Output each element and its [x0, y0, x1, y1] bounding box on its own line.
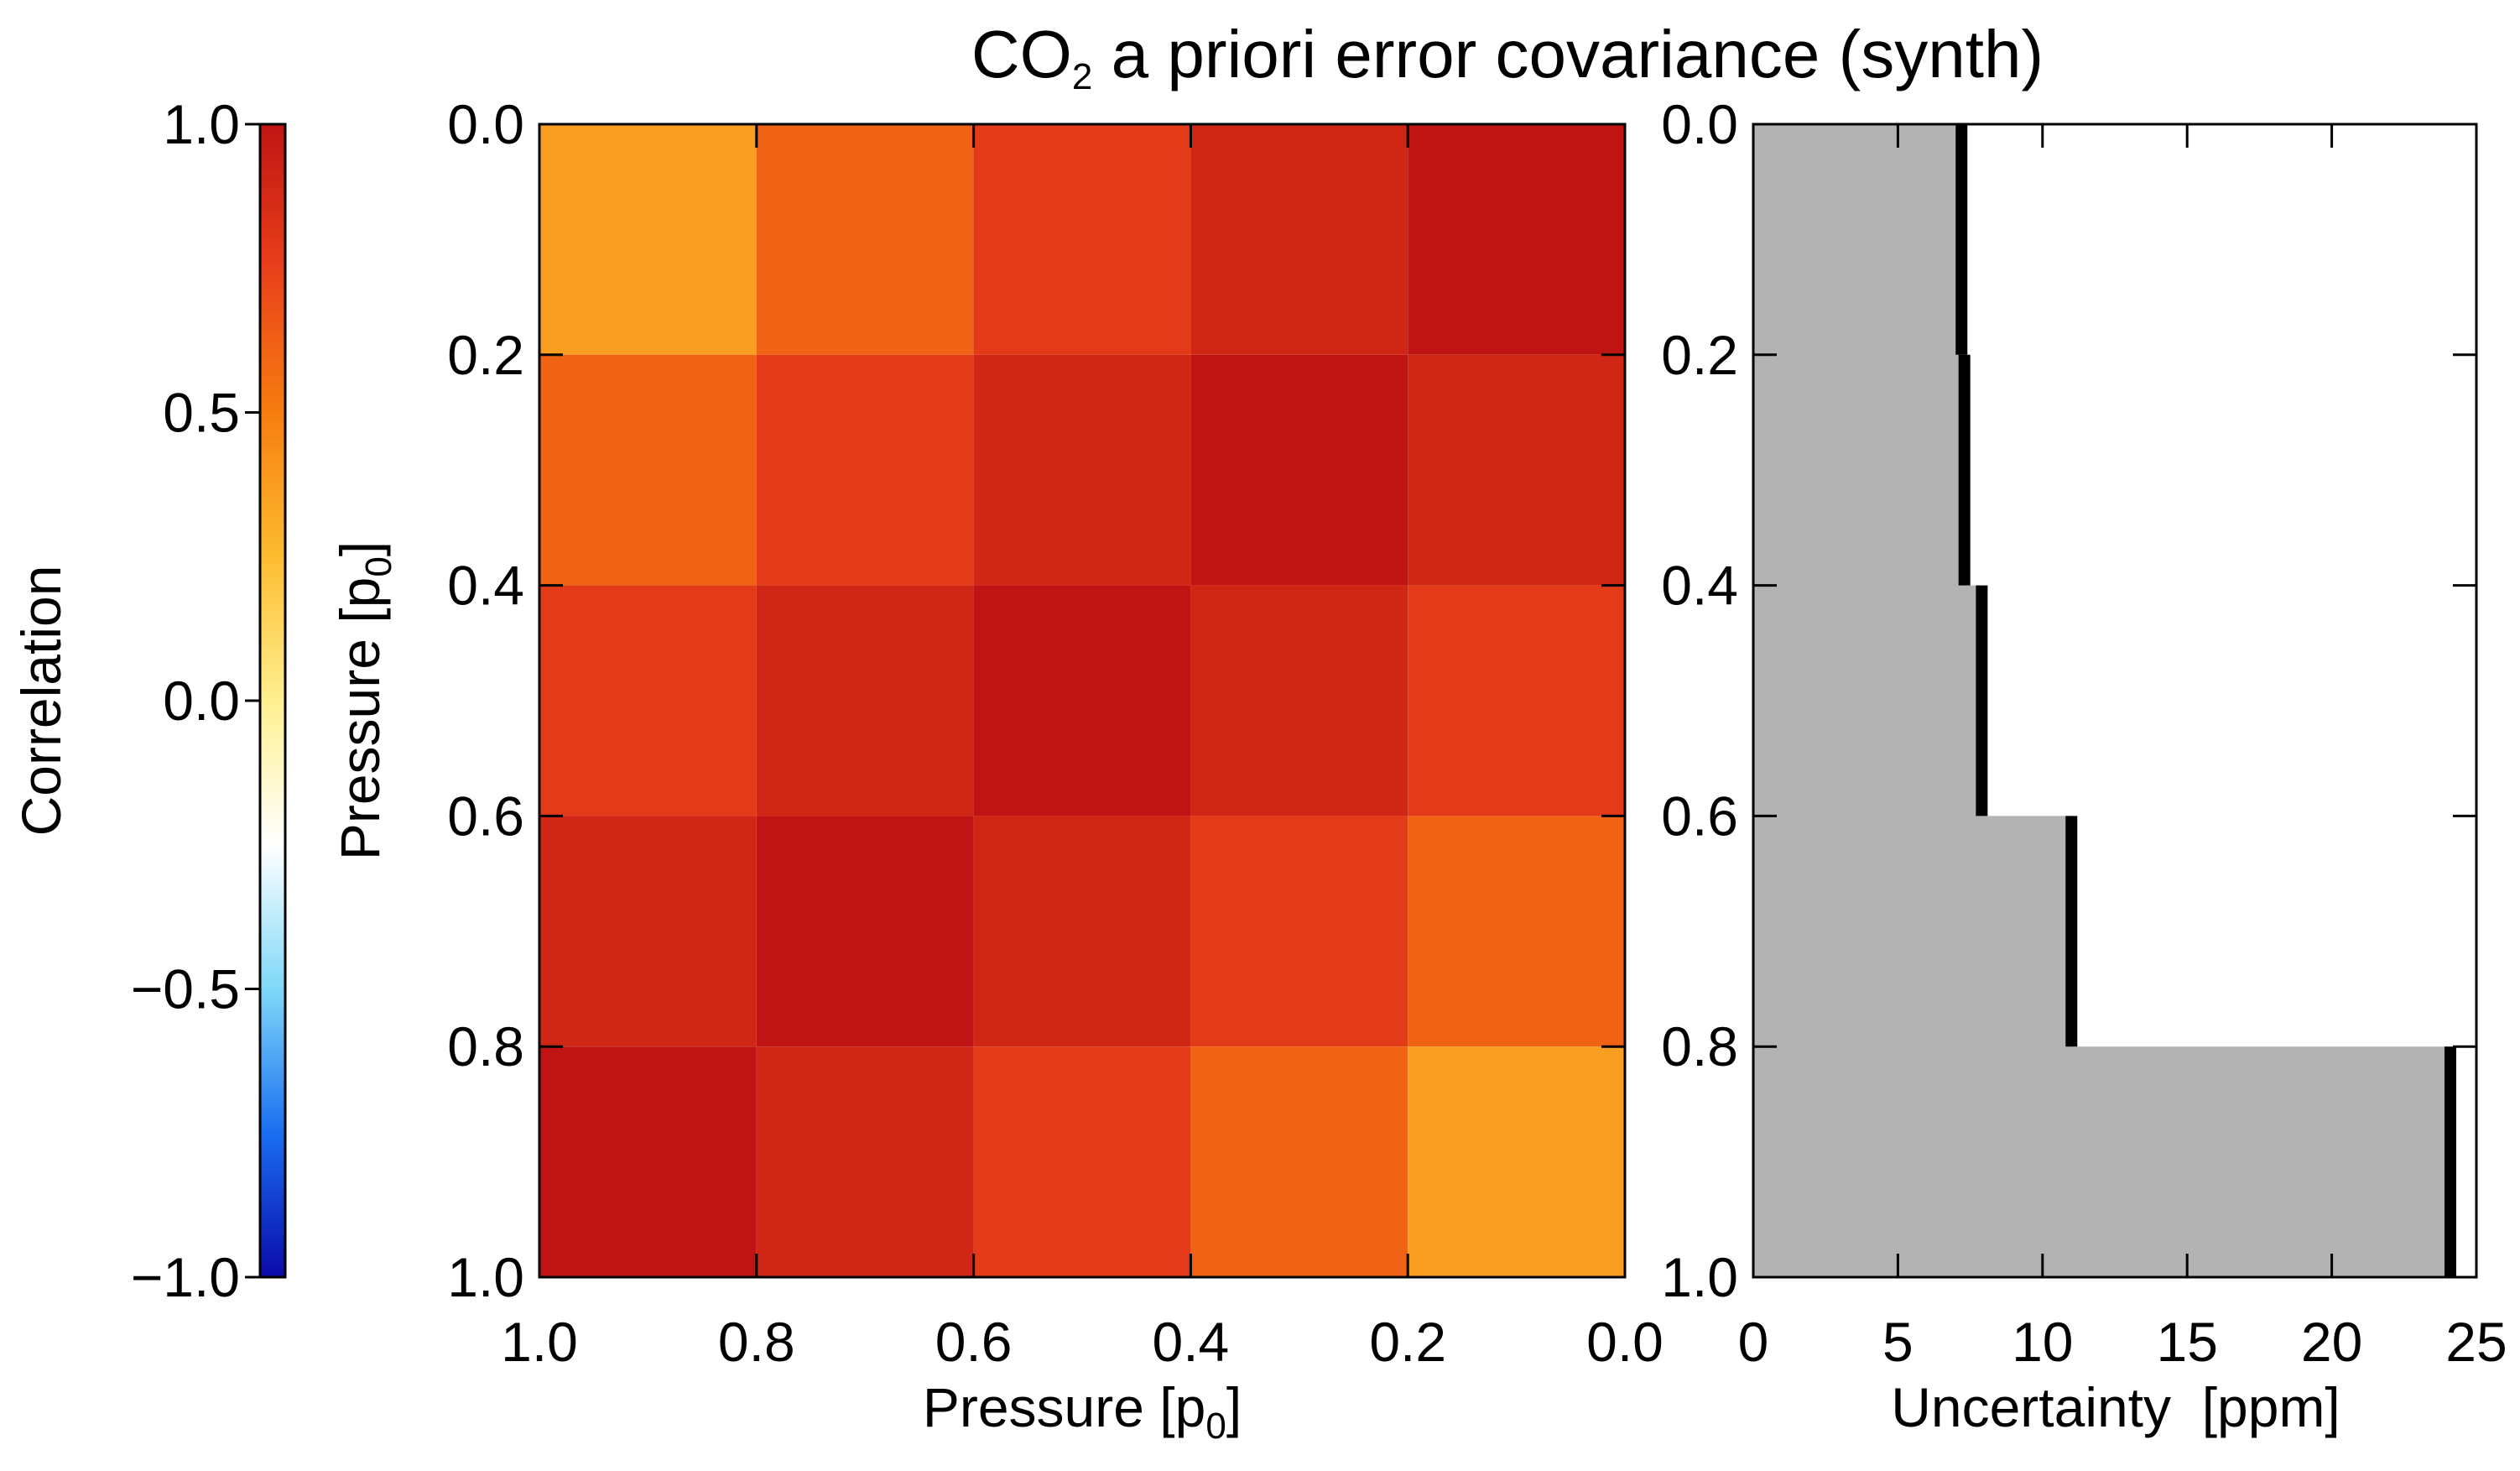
heatmap-cell: [756, 585, 974, 816]
heatmap-cell: [539, 585, 757, 816]
heatmap-ylabel-main: Pressure [p: [329, 577, 391, 860]
heatmap-xlabel-end: ]: [1226, 1376, 1242, 1438]
colorbar-gradient: [258, 123, 287, 1279]
heatmap-cell: [973, 1046, 1191, 1277]
heatmap-ylabel-sub: 0: [358, 556, 399, 576]
heatmap-cell: [539, 1046, 757, 1277]
heatmap-cell: [973, 354, 1191, 586]
profile-xlabel: Uncertainty [ppm]: [1891, 1376, 2340, 1438]
heatmap-cell: [539, 816, 757, 1047]
heatmap-cell: [1408, 816, 1625, 1047]
heatmap-xtick-label: 0.8: [718, 1311, 795, 1373]
heatmap-cell: [539, 124, 757, 355]
profile-ytick-label: 0.4: [1661, 555, 1738, 617]
colorbar-tick-label: 0.5: [163, 382, 240, 444]
colorbar-tick-label: 0.0: [163, 670, 240, 732]
profile-xtick-label: 0: [1738, 1311, 1769, 1373]
colorbar: 1.0 0.5 0.0 −0.5 −1.0: [131, 93, 287, 1308]
heatmap-cell: [1190, 354, 1408, 586]
heatmap-cell: [973, 816, 1191, 1047]
colorbar-label: Correlation: [10, 566, 72, 837]
heatmap-ytick-label: 0.4: [447, 555, 524, 617]
heatmap-xtick-label: 0.2: [1369, 1311, 1446, 1373]
title-sub: 2: [1072, 56, 1092, 97]
heatmap-xlabel-sub: 0: [1205, 1406, 1226, 1447]
heatmap-cell: [756, 124, 974, 355]
heatmap-cell: [756, 354, 974, 586]
heatmap-cell: [1190, 816, 1408, 1047]
profile-xtick-label: 20: [2301, 1311, 2362, 1373]
heatmap-cell: [1190, 124, 1408, 355]
uncertainty-area: [1753, 124, 2450, 1277]
heatmap-cell: [1408, 585, 1625, 816]
heatmap-xlabel: Pressure [p0]: [923, 1376, 1242, 1447]
heatmap-cell: [1190, 1046, 1408, 1277]
profile-xtick-label: 5: [1882, 1311, 1913, 1373]
profile-frame: [1752, 123, 2478, 1279]
heatmap: [539, 124, 1625, 1277]
heatmap-ylabel-end: ]: [329, 541, 391, 556]
colorbar-tick-label: −1.0: [131, 1246, 240, 1308]
heatmap-cell: [756, 816, 974, 1047]
profile-ytick-label: 1.0: [1661, 1246, 1738, 1308]
heatmap-cell: [1408, 124, 1625, 355]
profile-ytick-label: 0.8: [1661, 1015, 1738, 1077]
heatmap-cell: [539, 354, 757, 586]
uncertainty-profile: 0.0 0.2 0.4 0.6 0.8 1.00 5 10 15 20 25: [1661, 93, 2507, 1373]
title-main: CO: [971, 17, 1072, 91]
heatmap-xtick-label: 0.6: [935, 1311, 1013, 1373]
heatmap-cell: [1408, 354, 1625, 586]
heatmap-ytick-label: 0.2: [447, 324, 524, 386]
chart-title: CO2 a priori error covariance (synth): [971, 17, 2044, 97]
heatmap-cell: [1408, 1046, 1625, 1277]
heatmap-xlabel-main: Pressure [p: [923, 1376, 1205, 1438]
heatmap-ytick-label: 0.8: [447, 1015, 524, 1077]
heatmap-frame: [538, 123, 1627, 1279]
heatmap-ylabel: Pressure [p0]: [329, 541, 399, 860]
title-rest: a priori error covariance (synth): [1092, 17, 2044, 91]
profile-xtick-label: 25: [2445, 1311, 2507, 1373]
heatmap-cell: [756, 1046, 974, 1277]
heatmap-ytick-label: 1.0: [447, 1246, 524, 1308]
heatmap-cell: [1190, 585, 1408, 816]
heatmap-ytick-label: 0.0: [447, 93, 524, 155]
heatmap-cell: [973, 124, 1191, 355]
heatmap-axes: 0.0 0.2 0.4 0.6 0.8 1.01.0 0.8 0.6 0.4 0.2 0.0: [447, 93, 1664, 1373]
profile-xtick-label: 10: [2012, 1311, 2073, 1373]
profile-ytick-label: 0.6: [1661, 785, 1738, 847]
heatmap-ytick-label: 0.6: [447, 785, 524, 847]
heatmap-xtick-label: 0.4: [1153, 1311, 1230, 1373]
heatmap-xtick-label: 1.0: [501, 1311, 578, 1373]
profile-xtick-label: 15: [2156, 1311, 2217, 1373]
profile-ytick-label: 0.0: [1661, 93, 1738, 155]
colorbar-tick-label: −0.5: [131, 958, 240, 1020]
profile-ytick-label: 0.2: [1661, 324, 1738, 386]
colorbar-tick-label: 1.0: [163, 93, 240, 155]
heatmap-cell: [973, 585, 1191, 816]
heatmap-xtick-label: 0.0: [1586, 1311, 1664, 1373]
